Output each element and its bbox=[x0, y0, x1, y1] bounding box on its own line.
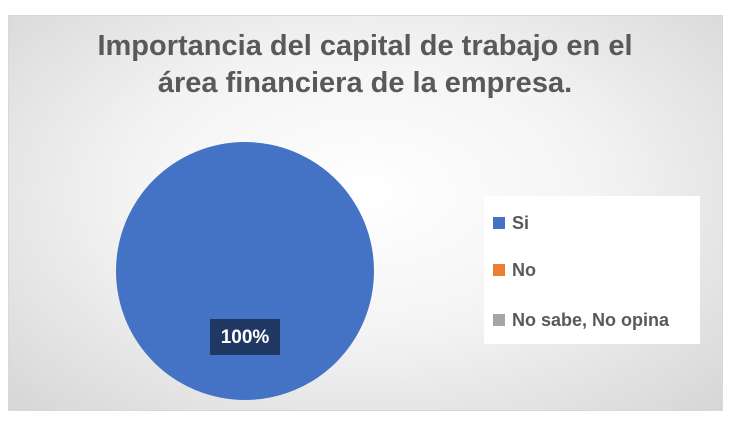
legend-label: Si bbox=[512, 213, 529, 233]
legend-label: No sabe, No opina bbox=[512, 310, 670, 330]
legend-swatch bbox=[493, 314, 505, 326]
chart-title: Importancia del capital de trabajo en el… bbox=[97, 30, 633, 99]
data-label-box bbox=[210, 319, 280, 355]
legend-swatch bbox=[493, 264, 505, 276]
legend-box bbox=[484, 196, 700, 344]
legend-label: No bbox=[512, 260, 536, 280]
legend-swatch bbox=[493, 217, 505, 229]
data-label: 100% bbox=[221, 327, 270, 348]
pie-slice bbox=[116, 142, 374, 400]
